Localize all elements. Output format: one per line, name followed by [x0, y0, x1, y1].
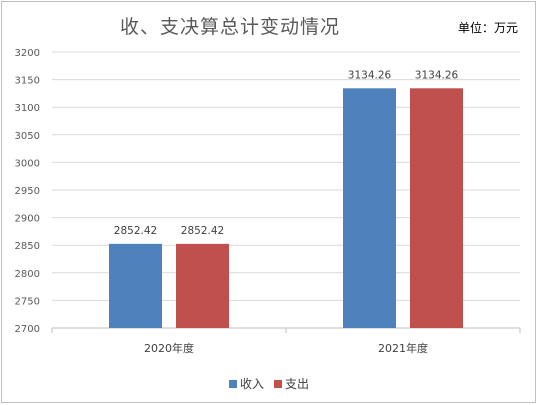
legend-item: 收入	[228, 375, 264, 392]
x-category-label: 2021年度	[378, 341, 428, 355]
y-tick-label: 2800	[15, 269, 40, 280]
chart-title: 收、支决算总计变动情况	[119, 16, 340, 38]
y-tick-label: 2950	[15, 186, 40, 197]
bar-expense-1	[410, 88, 463, 328]
data-label: 2852.42	[114, 225, 157, 237]
y-tick-label: 2850	[15, 241, 40, 252]
y-tick-label: 2750	[15, 296, 40, 307]
legend-swatch	[228, 379, 237, 388]
data-label: 3134.26	[415, 69, 459, 81]
bars	[109, 88, 463, 328]
y-tick-label: 2700	[15, 324, 40, 335]
labels: 2700 2750 2800 2850 2900 2950 3000 3050 3100 3150…	[15, 48, 459, 355]
x-category-label: 2020年度	[144, 341, 194, 355]
unit-label: 单位：万元	[457, 21, 518, 35]
legend-item: 支出	[274, 375, 309, 392]
data-label: 3134.26	[348, 69, 392, 81]
y-tick-label: 3200	[15, 48, 40, 59]
legend-label: 收入	[239, 377, 264, 391]
y-tick-label: 2900	[15, 214, 40, 225]
chart-plot-area: 2700 2750 2800 2850 2900 2950 3000 3050 3100 3150…	[15, 48, 521, 355]
y-tick-label: 3150	[15, 76, 40, 87]
bar-expense-0	[176, 243, 229, 328]
legend-label: 支出	[285, 377, 310, 391]
bar-income-1	[343, 88, 396, 328]
bar-income-0	[109, 243, 162, 328]
y-tick-label: 3100	[15, 103, 40, 114]
data-label: 2852.42	[181, 225, 224, 237]
legend-swatch	[274, 379, 282, 388]
y-tick-label: 3050	[15, 131, 40, 142]
legend: 收入 支出	[0, 375, 538, 392]
y-tick-label: 3000	[15, 158, 40, 169]
